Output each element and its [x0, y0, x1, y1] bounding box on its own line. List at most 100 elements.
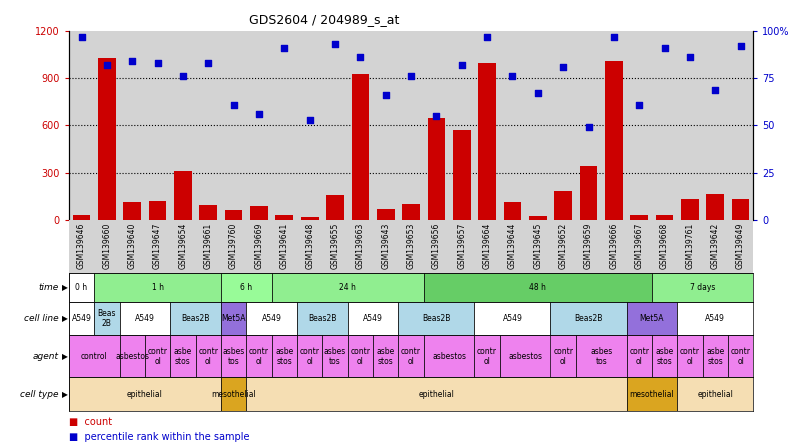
Bar [271, 273, 424, 302]
Text: contr
ol: contr ol [553, 347, 573, 366]
Bar [174, 171, 192, 220]
Bar [73, 215, 91, 220]
Bar [373, 335, 399, 377]
Text: GSM139649: GSM139649 [736, 222, 745, 269]
Bar [69, 273, 94, 302]
Text: asbestos: asbestos [508, 352, 542, 361]
Bar [630, 215, 648, 220]
Bar [246, 377, 627, 411]
Text: GSM139643: GSM139643 [382, 222, 390, 269]
Bar [221, 335, 246, 377]
Text: GSM139653: GSM139653 [407, 222, 416, 269]
Text: GSM139760: GSM139760 [229, 222, 238, 269]
Point [506, 73, 519, 80]
Text: asbestos: asbestos [432, 352, 466, 361]
Text: GSM139648: GSM139648 [305, 222, 314, 269]
Text: contr
ol: contr ol [198, 347, 218, 366]
Text: asbe
stos: asbe stos [174, 347, 192, 366]
Bar [424, 335, 475, 377]
Point [430, 112, 443, 119]
Bar [702, 335, 728, 377]
Text: contr
ol: contr ol [731, 347, 751, 366]
Text: time: time [38, 283, 58, 292]
Bar [627, 302, 677, 335]
Point [151, 59, 164, 67]
Bar [428, 118, 446, 220]
Bar [377, 209, 394, 220]
Bar [297, 302, 347, 335]
Text: contr
ol: contr ol [147, 347, 168, 366]
Text: 1 h: 1 h [151, 283, 164, 292]
Text: control: control [81, 352, 108, 361]
Text: GSM139642: GSM139642 [710, 222, 720, 269]
Text: asbes
tos: asbes tos [590, 347, 612, 366]
Point [253, 111, 266, 118]
Point [126, 58, 139, 65]
Text: contr
ol: contr ol [300, 347, 320, 366]
Bar [94, 302, 120, 335]
Text: GSM139645: GSM139645 [533, 222, 543, 269]
Bar [728, 335, 753, 377]
Bar [246, 335, 271, 377]
Bar [69, 335, 120, 377]
Bar [149, 201, 166, 220]
Text: GSM139669: GSM139669 [254, 222, 263, 269]
Point [556, 63, 569, 71]
Point [658, 44, 671, 52]
Bar [627, 335, 652, 377]
Text: cell type: cell type [20, 389, 58, 399]
Bar [271, 335, 297, 377]
Text: A549: A549 [135, 314, 155, 323]
Bar [199, 205, 217, 220]
Bar [475, 335, 500, 377]
Text: mesothelial: mesothelial [211, 389, 256, 399]
Text: epithelial: epithelial [419, 389, 454, 399]
Bar [170, 302, 221, 335]
Bar [120, 335, 145, 377]
Text: A549: A549 [363, 314, 383, 323]
Text: contr
ol: contr ol [249, 347, 269, 366]
Text: ▶: ▶ [62, 283, 67, 292]
Point [227, 101, 240, 108]
Text: GSM139666: GSM139666 [609, 222, 618, 269]
Bar [504, 202, 522, 220]
Bar [347, 335, 373, 377]
Text: ▶: ▶ [62, 352, 67, 361]
Bar [221, 377, 246, 411]
Text: contr
ol: contr ol [629, 347, 650, 366]
Point [455, 62, 468, 69]
Text: 7 days: 7 days [690, 283, 715, 292]
Text: epithelial: epithelial [127, 389, 163, 399]
Bar [475, 302, 551, 335]
Text: 48 h: 48 h [530, 283, 546, 292]
Text: contr
ol: contr ol [680, 347, 700, 366]
Text: A549: A549 [706, 314, 725, 323]
Bar [195, 335, 221, 377]
Bar [677, 377, 753, 411]
Text: GSM139641: GSM139641 [279, 222, 289, 269]
Bar [627, 377, 677, 411]
Bar [677, 335, 702, 377]
Bar [652, 335, 677, 377]
Text: ▶: ▶ [62, 389, 67, 399]
Text: GSM139657: GSM139657 [458, 222, 467, 269]
Bar [326, 194, 344, 220]
Text: asbestos: asbestos [115, 352, 149, 361]
Text: Met5A: Met5A [640, 314, 664, 323]
Point [582, 124, 595, 131]
Bar [681, 199, 699, 220]
Bar [500, 335, 551, 377]
Bar [69, 302, 94, 335]
Bar [652, 273, 753, 302]
Bar [347, 302, 399, 335]
Point [480, 33, 493, 40]
Text: Beas2B: Beas2B [422, 314, 450, 323]
Text: A549: A549 [502, 314, 522, 323]
Text: asbes
tos: asbes tos [223, 347, 245, 366]
Text: GSM139656: GSM139656 [432, 222, 441, 269]
Point [709, 86, 722, 93]
Bar [250, 206, 268, 220]
Bar [98, 58, 116, 220]
Text: A549: A549 [262, 314, 282, 323]
Bar [399, 302, 475, 335]
